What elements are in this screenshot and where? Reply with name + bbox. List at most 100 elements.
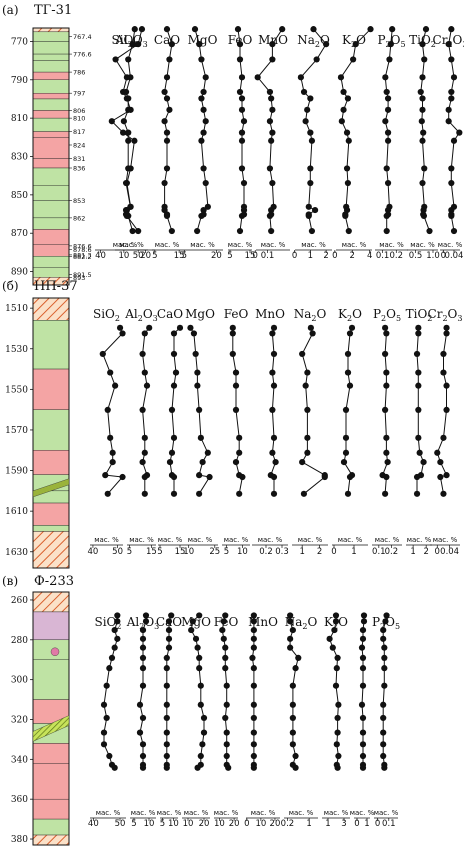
data-point: [206, 473, 213, 481]
x-tick-label: 10: [144, 819, 155, 829]
x-tick-label: 10: [214, 819, 225, 829]
data-point: [200, 714, 208, 722]
data-point: [381, 644, 388, 651]
data-point: [340, 458, 348, 466]
data-point: [419, 137, 426, 144]
unit-label: мас. %: [119, 241, 144, 249]
data-point: [142, 618, 150, 625]
oxide-column-mgo: MgO мас. % 10 25: [182, 307, 220, 557]
data-point: [302, 382, 309, 389]
data-point: [250, 752, 257, 760]
lithology-layer: [32, 659, 70, 700]
x-tick-label: 0: [292, 251, 297, 261]
data-point: [111, 644, 118, 651]
column-header: SiO2: [93, 307, 120, 323]
x-tick-label: 1: [410, 547, 415, 557]
header-text: MgO: [185, 307, 215, 321]
x-tick-label: 0.1: [372, 547, 386, 557]
data-point: [380, 714, 387, 722]
column-header: MgO: [181, 615, 211, 629]
data-point: [437, 458, 444, 466]
x-tick-label: 20: [229, 819, 240, 829]
data-point: [238, 74, 246, 81]
data-point: [383, 165, 390, 172]
data-point: [443, 472, 450, 479]
data-point: [161, 88, 168, 96]
header-text: Na: [297, 33, 315, 47]
data-point: [103, 682, 110, 689]
x-tick-label: 1: [325, 819, 330, 829]
data-point: [204, 449, 211, 456]
data-point: [332, 618, 340, 625]
data-point: [196, 41, 203, 48]
oxide-column-mno: MnO мас. %0 0.1: [253, 26, 290, 261]
data-point: [125, 129, 132, 136]
depth-tick-label: 1570: [5, 426, 28, 436]
data-point: [269, 330, 276, 337]
data-point: [250, 682, 257, 689]
x-tick-label: 0.5: [409, 251, 423, 261]
data-point: [190, 330, 198, 337]
data-point: [250, 729, 257, 736]
lithology-layer: [32, 531, 70, 569]
data-point: [269, 129, 276, 136]
data-point: [360, 612, 368, 619]
lithology-layer: [32, 320, 70, 370]
data-point: [350, 56, 357, 63]
x-tick-label: 0.1: [376, 251, 390, 261]
data-point: [440, 369, 447, 376]
lithology-layer: [32, 60, 70, 73]
oxide-column-mgo: MgO мас. %5 20: [182, 26, 223, 261]
data-point: [307, 179, 314, 187]
lithology-layer: [32, 450, 70, 475]
panel-label: (б): [2, 279, 19, 293]
header-subscript: 2: [302, 622, 307, 631]
data-point: [141, 490, 148, 497]
column-header: FeO: [228, 33, 253, 47]
data-point: [456, 129, 463, 136]
data-point: [122, 179, 130, 187]
data-point: [223, 729, 230, 736]
olive-vein: [32, 478, 70, 498]
data-point: [114, 612, 121, 619]
data-point: [269, 369, 276, 376]
data-point: [163, 729, 170, 736]
lithology-layer: [32, 244, 70, 257]
data-point: [191, 26, 199, 33]
data-point: [125, 137, 132, 144]
data-point: [358, 701, 366, 708]
data-point: [129, 41, 136, 48]
header-subscript: 5: [396, 314, 401, 323]
data-point: [295, 654, 302, 662]
depth-tick-label: 380: [11, 835, 28, 845]
data-point: [200, 129, 207, 136]
data-point: [139, 458, 146, 466]
column-header: TiO2: [406, 307, 433, 323]
column-header: SiO2: [95, 615, 122, 631]
data-point: [165, 626, 173, 634]
lithology-layer: [32, 200, 70, 219]
data-point: [111, 764, 118, 771]
data-point: [198, 137, 205, 144]
header-text: O: [307, 615, 317, 629]
data-point: [332, 682, 340, 689]
data-point: [161, 118, 168, 125]
data-point: [359, 752, 367, 760]
data-point: [107, 369, 114, 376]
data-point: [240, 206, 248, 214]
data-point: [250, 714, 257, 722]
data-point: [266, 118, 274, 125]
data-point: [382, 406, 389, 413]
data-point: [321, 473, 328, 481]
data-point: [239, 473, 246, 481]
data-point: [270, 350, 278, 358]
data-point: [269, 56, 276, 63]
data-point: [223, 741, 230, 748]
data-point: [421, 165, 428, 172]
lithology-layer: [32, 158, 70, 169]
data-point: [238, 95, 246, 102]
